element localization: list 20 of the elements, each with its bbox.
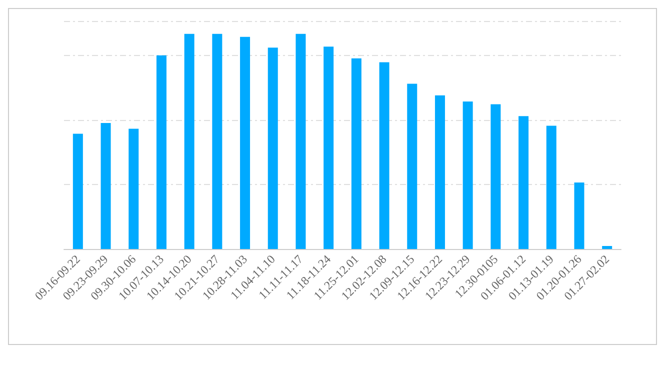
bar <box>100 122 111 249</box>
bar <box>72 134 83 249</box>
bar <box>490 104 501 249</box>
bar <box>518 116 529 249</box>
bar <box>546 126 556 249</box>
bar <box>212 34 222 249</box>
bar <box>434 95 445 249</box>
bar <box>407 84 418 249</box>
bar <box>156 55 166 249</box>
bar <box>379 62 390 249</box>
bar <box>240 36 250 249</box>
bar <box>462 101 473 249</box>
bar <box>574 182 584 249</box>
bar <box>268 48 278 249</box>
bar <box>184 34 194 249</box>
bar <box>296 34 306 249</box>
bar <box>351 58 362 249</box>
bar <box>324 46 334 249</box>
bar <box>128 128 139 249</box>
bar <box>602 246 612 249</box>
